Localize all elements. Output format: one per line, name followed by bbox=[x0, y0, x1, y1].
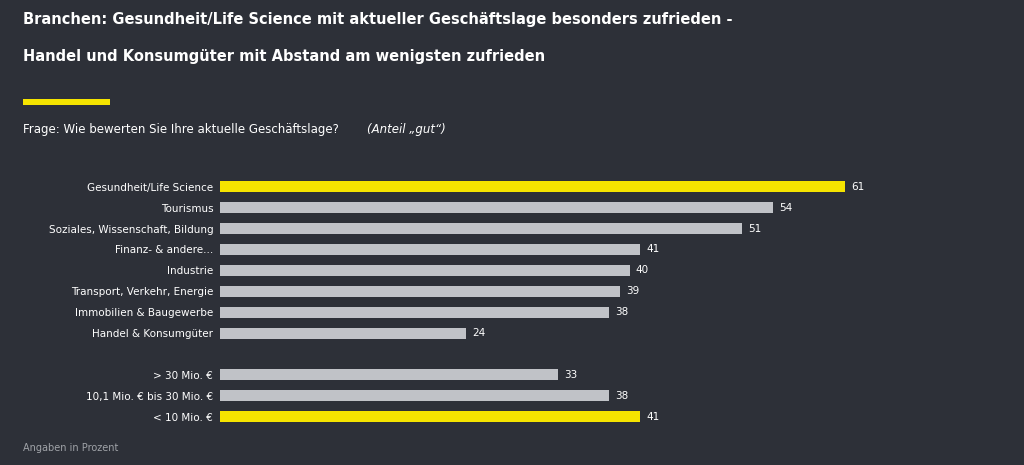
Text: 38: 38 bbox=[615, 391, 629, 401]
Text: Frage: Wie bewerten Sie Ihre aktuelle Geschäftslage? (Anteil „gut“): Frage: Wie bewerten Sie Ihre aktuelle Ge… bbox=[23, 123, 422, 136]
Bar bbox=[220, 265, 630, 276]
Text: 40: 40 bbox=[636, 266, 649, 275]
Bar bbox=[220, 286, 620, 297]
Bar bbox=[220, 223, 742, 234]
Text: Frage: Wie bewerten Sie Ihre aktuelle Geschäftslage?: Frage: Wie bewerten Sie Ihre aktuelle Ge… bbox=[23, 123, 342, 136]
Bar bbox=[220, 328, 466, 339]
Text: (Anteil „gut“): (Anteil „gut“) bbox=[367, 123, 445, 136]
Text: Branchen: Gesundheit/Life Science mit aktueller Geschäftslage besonders zufriede: Branchen: Gesundheit/Life Science mit ak… bbox=[23, 12, 732, 27]
Text: 39: 39 bbox=[626, 286, 639, 296]
Text: 41: 41 bbox=[646, 245, 659, 254]
Bar bbox=[220, 370, 558, 380]
Text: 54: 54 bbox=[779, 203, 793, 213]
Bar bbox=[220, 412, 640, 422]
Text: 33: 33 bbox=[564, 370, 578, 380]
Bar bbox=[220, 202, 773, 213]
Text: 61: 61 bbox=[851, 182, 864, 192]
Bar bbox=[220, 391, 609, 401]
Text: 38: 38 bbox=[615, 307, 629, 317]
Text: Handel und Konsumgüter mit Abstand am wenigsten zufrieden: Handel und Konsumgüter mit Abstand am we… bbox=[23, 49, 545, 64]
Text: Angaben in Prozent: Angaben in Prozent bbox=[23, 443, 118, 453]
Text: 51: 51 bbox=[749, 224, 762, 233]
Bar bbox=[220, 181, 845, 192]
Bar bbox=[220, 244, 640, 255]
Text: 41: 41 bbox=[646, 412, 659, 422]
Text: 24: 24 bbox=[472, 328, 485, 338]
Bar bbox=[220, 307, 609, 318]
